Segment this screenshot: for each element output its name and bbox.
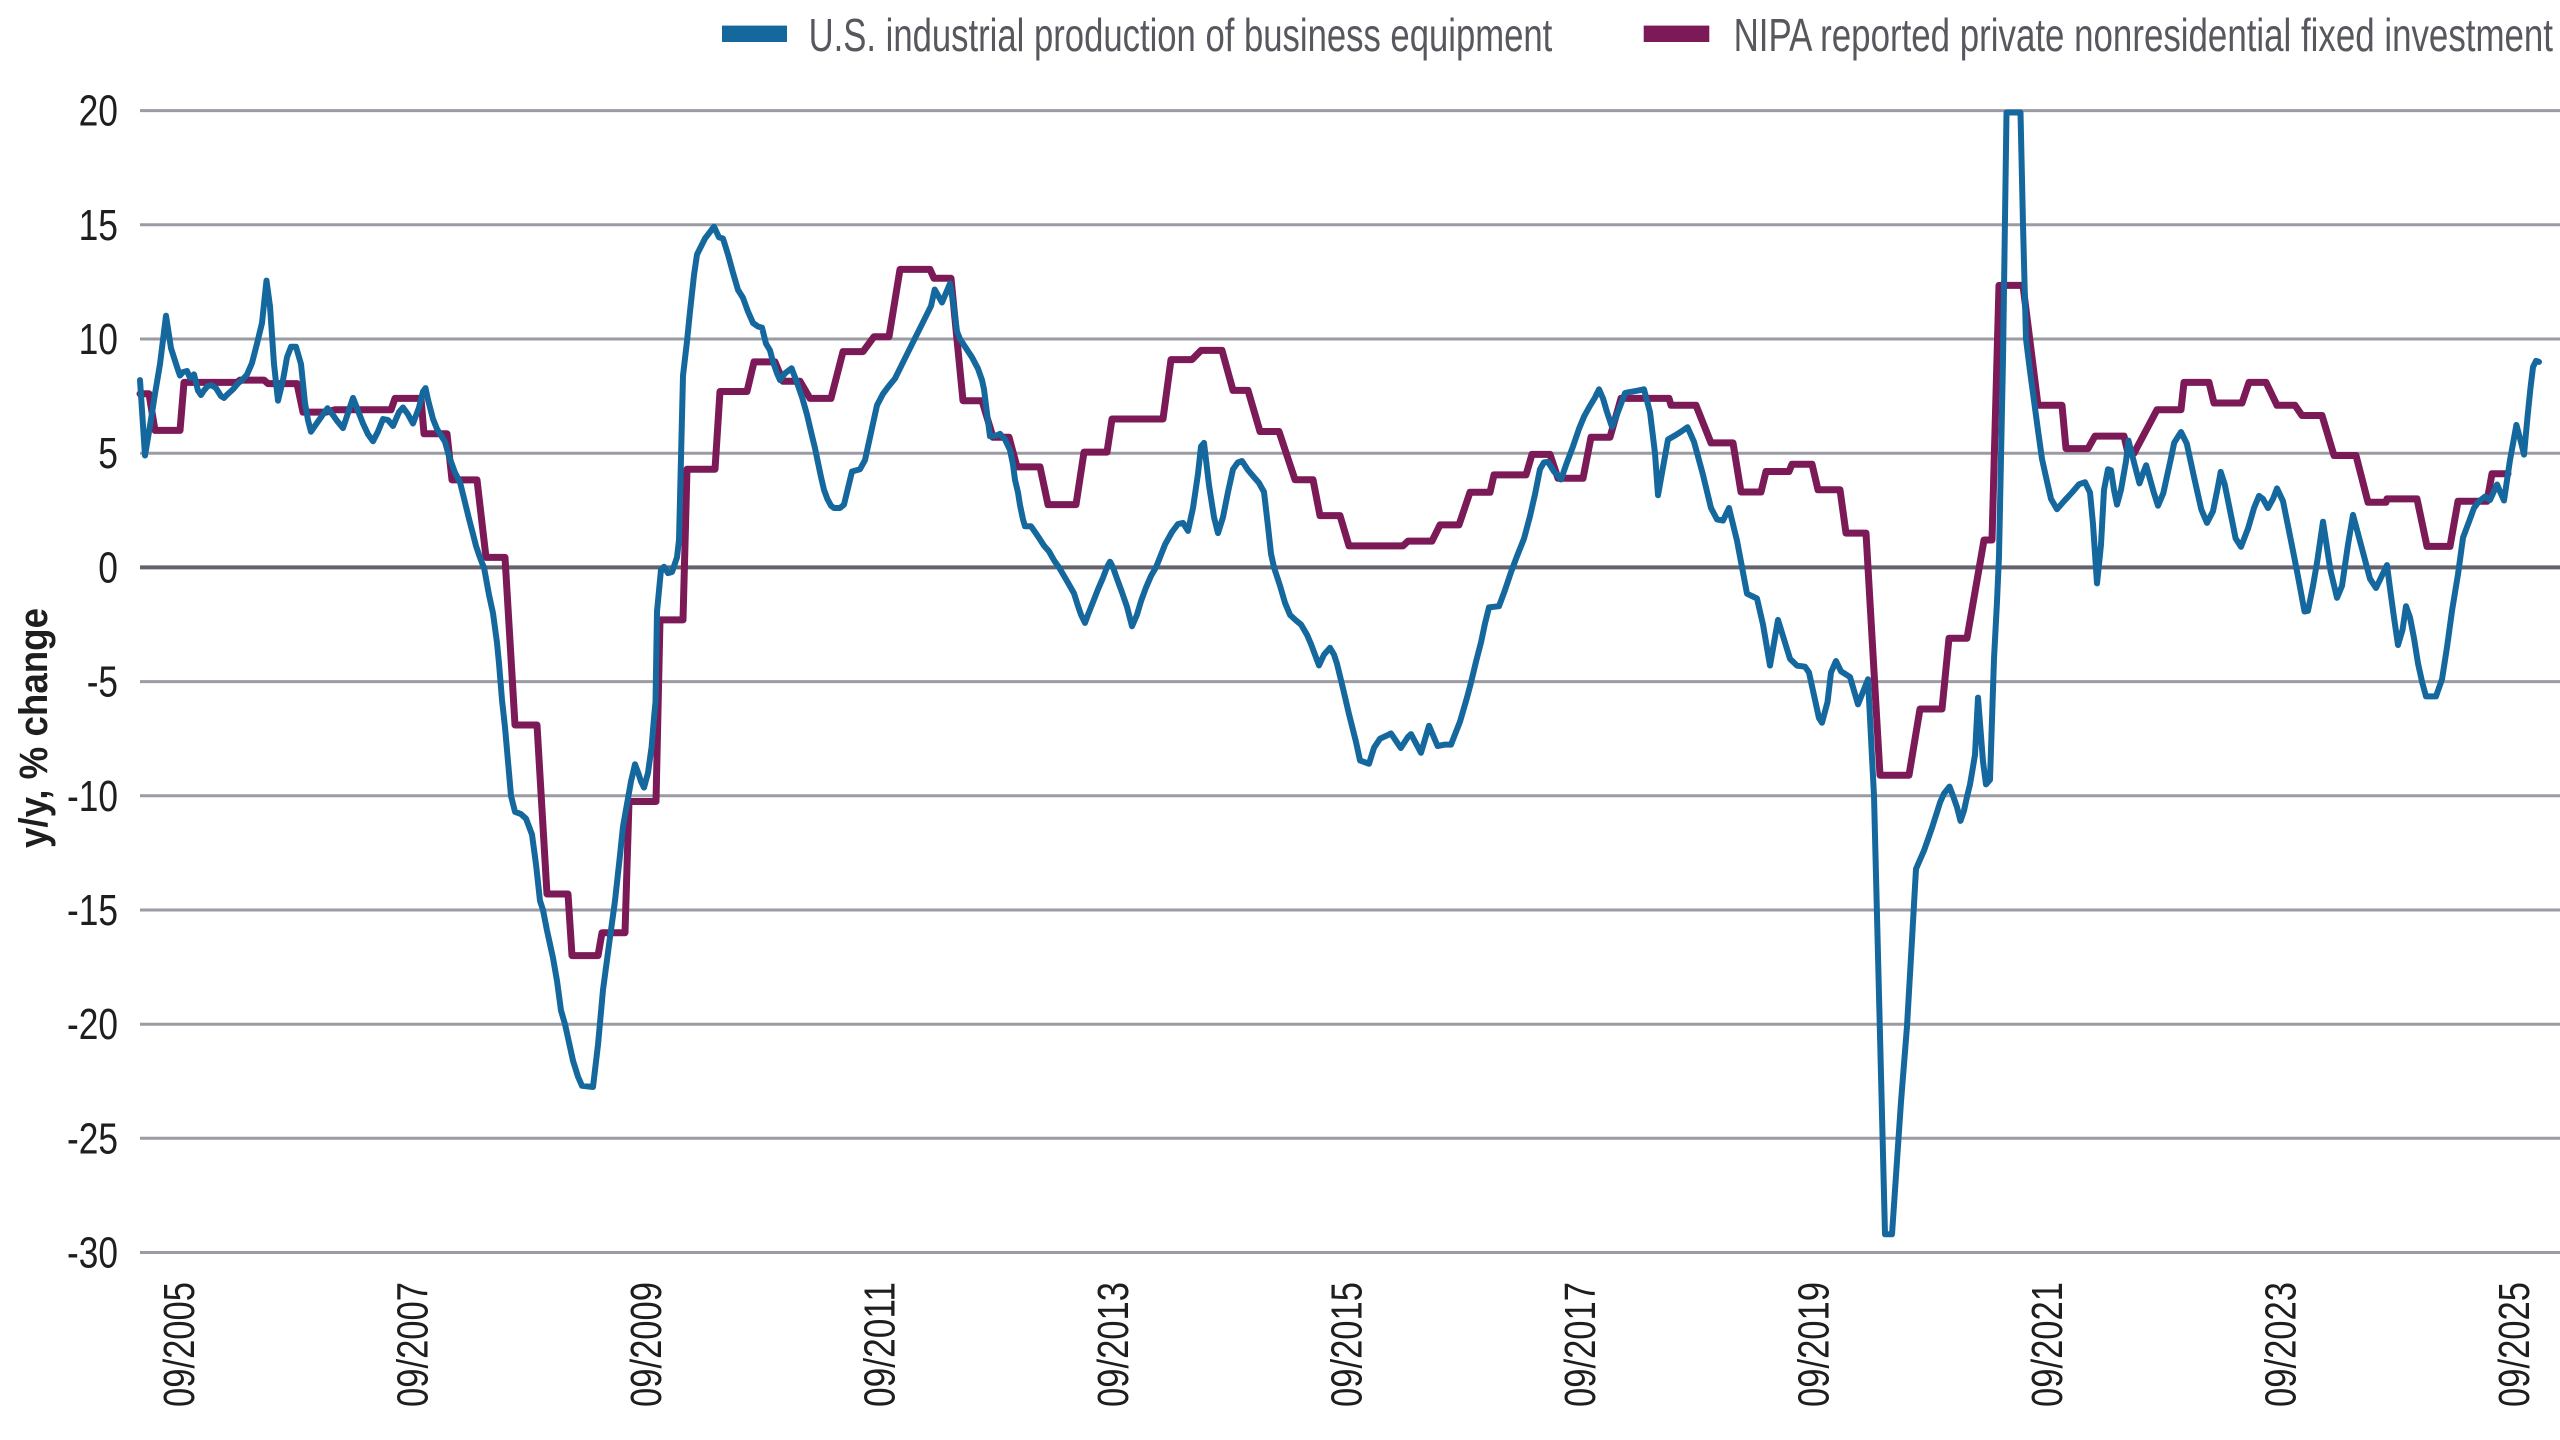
svg-text:-25: -25 xyxy=(67,1114,118,1163)
svg-text:-20: -20 xyxy=(67,1000,118,1049)
svg-text:5: 5 xyxy=(98,429,118,478)
svg-text:-10: -10 xyxy=(67,772,118,821)
svg-text:09/2013: 09/2013 xyxy=(1089,1282,1138,1407)
svg-text:09/2023: 09/2023 xyxy=(2256,1282,2305,1407)
svg-text:09/2017: 09/2017 xyxy=(1556,1282,1605,1407)
svg-text:09/2025: 09/2025 xyxy=(2490,1282,2539,1407)
svg-text:-5: -5 xyxy=(87,658,118,707)
svg-text:y/y, % change: y/y, % change xyxy=(12,608,56,848)
svg-text:-15: -15 xyxy=(67,886,118,935)
svg-text:10: 10 xyxy=(79,315,118,364)
svg-text:09/2019: 09/2019 xyxy=(1789,1282,1838,1407)
svg-text:15: 15 xyxy=(79,201,118,250)
svg-text:09/2021: 09/2021 xyxy=(2023,1282,2072,1407)
svg-text:20: 20 xyxy=(79,87,118,136)
svg-text:NIPA reported private nonresid: NIPA reported private nonresidential fix… xyxy=(1734,9,2554,61)
svg-text:09/2009: 09/2009 xyxy=(622,1282,671,1407)
svg-text:U.S. industrial production of: U.S. industrial production of business e… xyxy=(809,9,1553,61)
svg-text:09/2005: 09/2005 xyxy=(155,1282,204,1407)
svg-text:09/2007: 09/2007 xyxy=(389,1282,438,1407)
svg-text:09/2015: 09/2015 xyxy=(1322,1282,1371,1407)
svg-text:-30: -30 xyxy=(67,1229,118,1278)
svg-text:0: 0 xyxy=(98,543,118,592)
svg-text:09/2011: 09/2011 xyxy=(855,1282,904,1407)
